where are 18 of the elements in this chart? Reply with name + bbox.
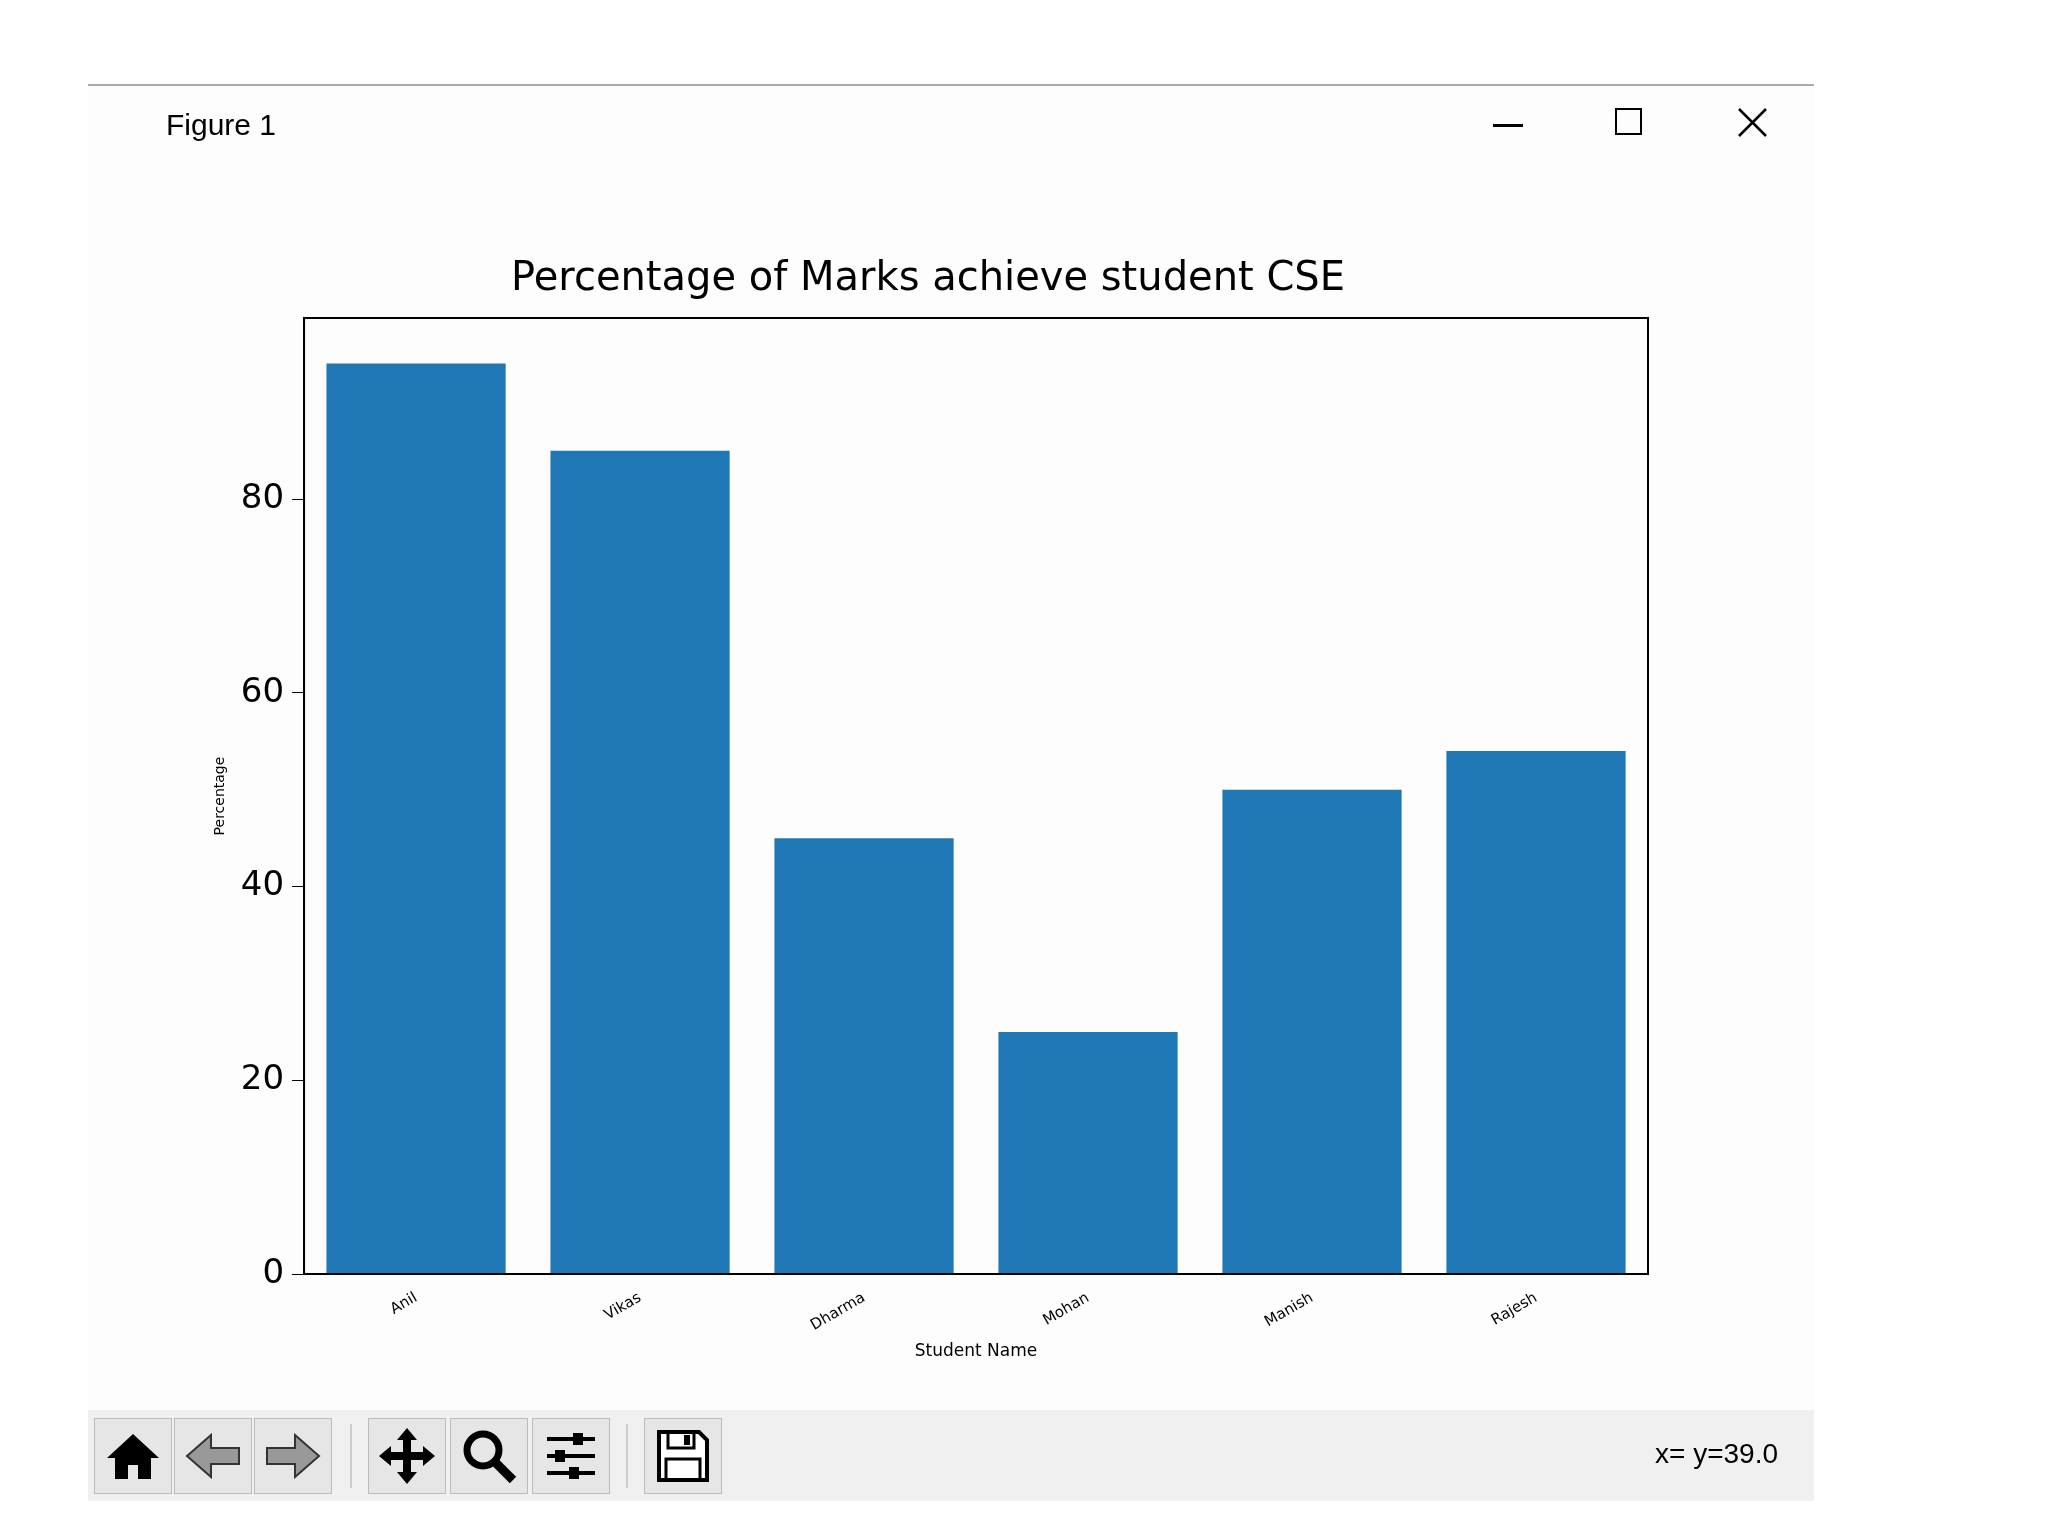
bar xyxy=(326,363,506,1274)
chart-title: Percentage of Marks achieve student CSE xyxy=(511,253,1345,300)
bar xyxy=(1222,789,1402,1274)
bar xyxy=(998,1031,1178,1274)
y-tick-label: 80 xyxy=(240,475,285,516)
y-tick-label: 20 xyxy=(240,1057,285,1098)
x-tick-label: Anil xyxy=(386,1288,420,1318)
x-tick-label: Vikas xyxy=(600,1287,645,1324)
bar xyxy=(550,450,730,1274)
x-axis-title: Student Name xyxy=(914,1340,1038,1361)
caption: Figure 1 xyxy=(166,108,277,142)
y-tick-label: 40 xyxy=(240,863,285,904)
bar xyxy=(1446,750,1626,1274)
bar xyxy=(774,838,954,1274)
y-tick-label: 60 xyxy=(240,669,285,710)
text: x= y=39.0 xyxy=(1655,1438,1778,1470)
y-axis-title: Percentage xyxy=(211,756,228,836)
y-tick-label: 0 xyxy=(262,1250,285,1291)
